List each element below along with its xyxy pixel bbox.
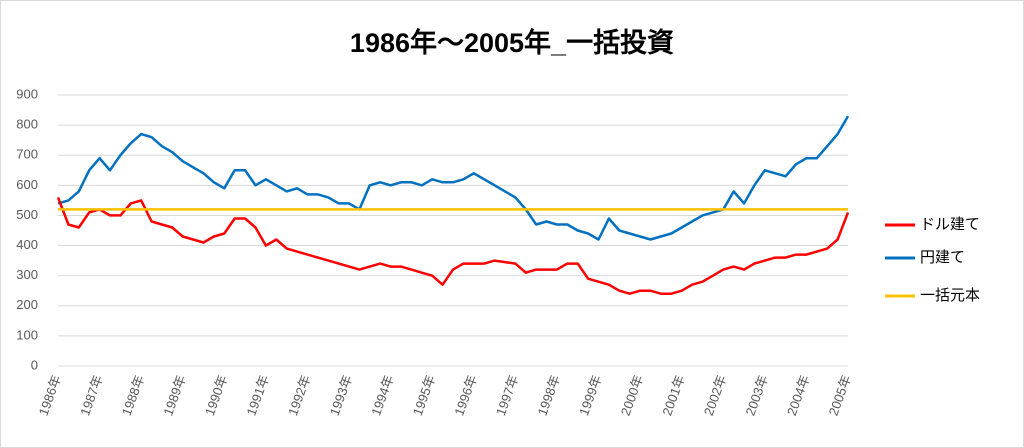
- y-tick-label: 300: [16, 267, 38, 282]
- y-tick-label: 600: [16, 177, 38, 192]
- y-tick-label: 700: [16, 147, 38, 162]
- y-tick-label: 200: [16, 297, 38, 312]
- chart-title: 1986年～2005年_一括投資: [350, 27, 674, 58]
- series-line: [57, 115, 850, 241]
- y-tick-label: 400: [16, 237, 38, 252]
- series-line: [56, 196, 850, 295]
- y-tick-label: 500: [16, 207, 38, 222]
- legend-label: 円建て: [920, 249, 965, 266]
- y-tick-label: 800: [16, 117, 38, 132]
- legend-label: ドル建て: [920, 216, 980, 233]
- y-tick-label: 100: [16, 327, 38, 342]
- legend-label: 一括元本: [920, 287, 980, 304]
- y-tick-label: 0: [31, 357, 38, 372]
- y-tick-label: 900: [16, 86, 38, 101]
